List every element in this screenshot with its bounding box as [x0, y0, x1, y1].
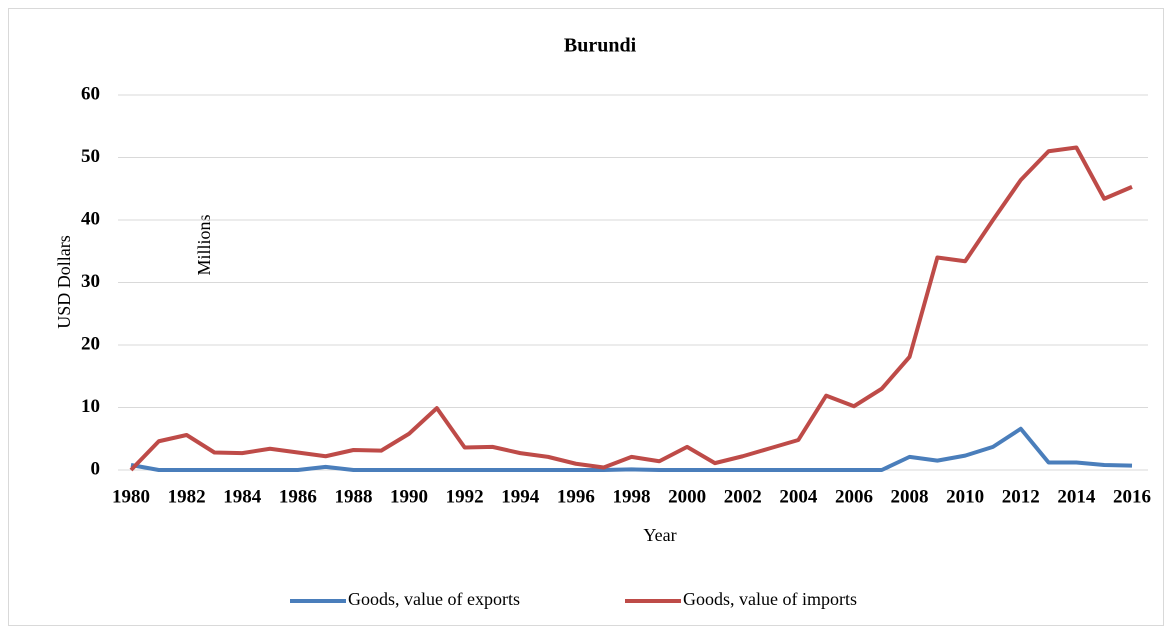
y-tick-label: 10	[81, 396, 100, 417]
x-tick-label: 1980	[112, 486, 150, 507]
chart-border	[8, 8, 1164, 626]
y-unit-label: Millions	[194, 214, 214, 275]
x-tick-label: 2014	[1057, 486, 1096, 507]
chart-title: Burundi	[564, 35, 637, 57]
y-tick-label: 60	[81, 83, 100, 104]
x-tick-label: 1992	[446, 486, 484, 507]
x-tick-label: 2002	[724, 486, 762, 507]
x-axis-label: Year	[643, 525, 676, 545]
x-tick-label: 1986	[279, 486, 317, 507]
x-tick-label: 2004	[779, 486, 818, 507]
legend-label: Goods, value of imports	[683, 589, 857, 609]
y-tick-label: 40	[81, 208, 100, 229]
x-tick-label: 2010	[946, 486, 984, 507]
y-tick-label: 0	[91, 458, 101, 479]
x-tick-label: 1994	[501, 486, 540, 507]
x-tick-label: 1996	[557, 486, 595, 507]
x-tick-label: 2000	[668, 486, 706, 507]
y-tick-label: 50	[81, 146, 100, 167]
x-tick-label: 2008	[891, 486, 929, 507]
x-tick-label: 1984	[223, 486, 262, 507]
x-tick-label: 1998	[613, 486, 651, 507]
y-tick-label: 20	[81, 333, 100, 354]
x-tick-label: 2012	[1002, 486, 1040, 507]
y-axis-label: USD Dollars	[54, 235, 74, 329]
x-tick-label: 2006	[835, 486, 873, 507]
x-tick-label: 1990	[390, 486, 428, 507]
series-line	[129, 145, 1133, 472]
y-tick-label: 30	[81, 271, 100, 292]
x-tick-label: 2016	[1113, 486, 1151, 507]
x-tick-label: 1982	[168, 486, 206, 507]
legend-label: Goods, value of exports	[348, 589, 520, 609]
x-tick-label: 1988	[334, 486, 372, 507]
series-line	[130, 426, 1133, 472]
